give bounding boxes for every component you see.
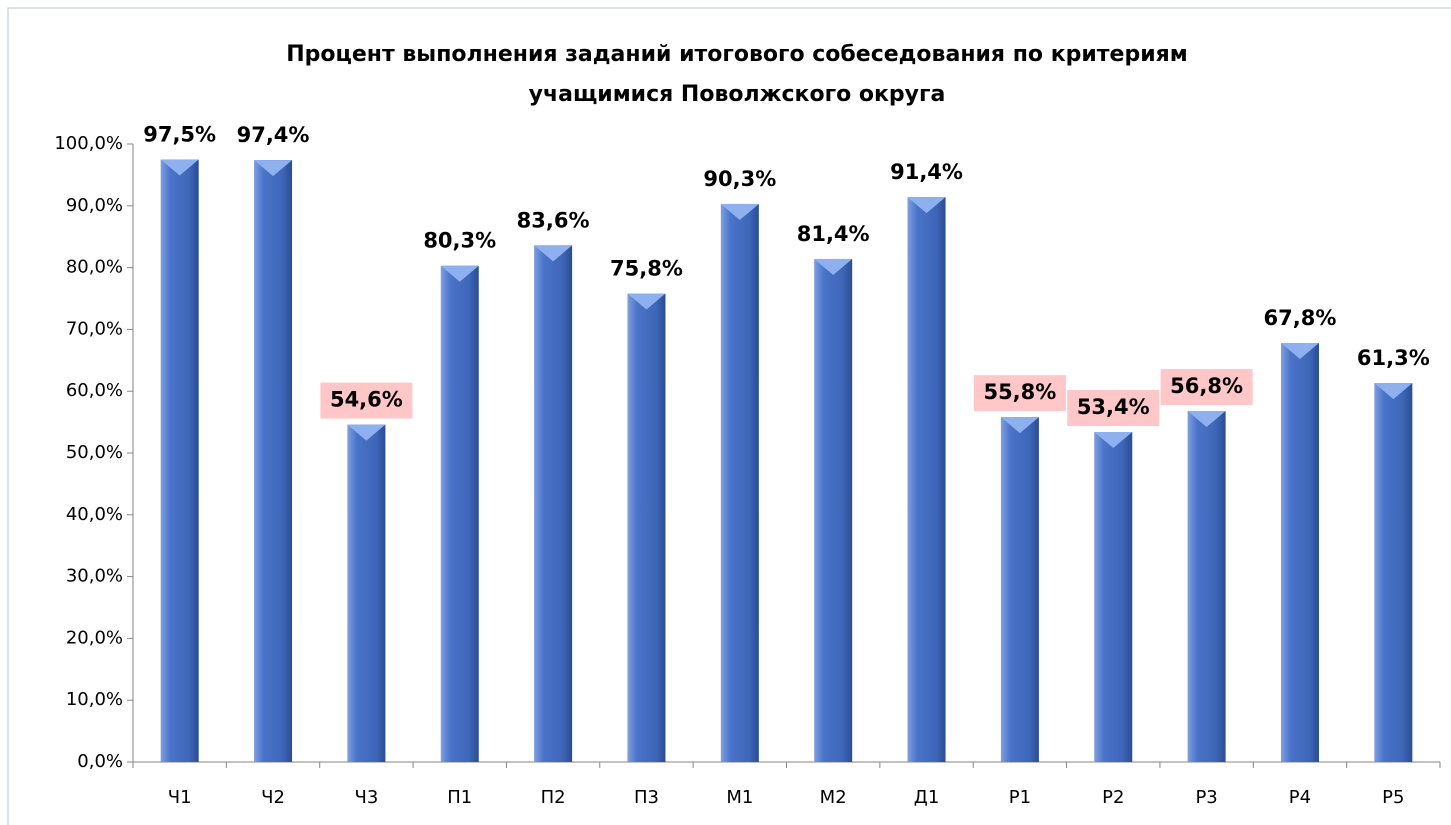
value-label: 91,4% — [890, 160, 963, 184]
x-tick-label: П1 — [447, 787, 472, 808]
x-tick-label: М2 — [820, 787, 847, 808]
label-highlight — [1067, 389, 1160, 426]
x-tick-label: Р2 — [1102, 787, 1124, 808]
bar — [1187, 410, 1226, 762]
x-tick-label: Р3 — [1195, 787, 1217, 808]
bar-cap — [1280, 342, 1319, 359]
value-label: 54,6% — [330, 388, 403, 412]
y-tick-label: 80,0% — [66, 257, 123, 278]
bar-cap — [720, 203, 759, 220]
y-tick-label: 100,0% — [54, 133, 123, 154]
bar — [814, 258, 853, 762]
bar — [720, 203, 759, 763]
value-label: 80,3% — [423, 229, 496, 253]
value-label: 97,4% — [237, 123, 310, 147]
bar — [534, 245, 573, 763]
bar — [347, 424, 386, 762]
y-tick-label: 30,0% — [66, 566, 123, 587]
x-tick-label: Д1 — [914, 787, 940, 808]
value-label: 61,3% — [1357, 346, 1430, 370]
x-tick-label: Ч2 — [261, 787, 285, 808]
x-tick-label: М1 — [726, 787, 753, 808]
y-tick-label: 50,0% — [66, 442, 123, 463]
bar-cap — [254, 160, 293, 177]
bar-cap — [347, 424, 386, 441]
y-tick-label: 60,0% — [66, 380, 123, 401]
value-label: 81,4% — [797, 222, 870, 246]
x-tick-label: Р4 — [1289, 787, 1311, 808]
value-label: 97,5% — [143, 122, 216, 146]
bar-cap — [1374, 383, 1413, 400]
bar — [254, 160, 293, 762]
bar — [160, 159, 199, 762]
y-tick-label: 10,0% — [66, 689, 123, 710]
bar-cap — [627, 293, 666, 310]
chart-title: Процент выполнения заданий итогового соб… — [286, 42, 1187, 67]
chart-title: учащимися Поволжского округа — [529, 82, 946, 107]
bar — [1280, 342, 1319, 762]
x-tick-label: Ч1 — [168, 787, 192, 808]
y-tick-label: 20,0% — [66, 627, 123, 648]
x-tick-label: Р1 — [1009, 787, 1031, 808]
bar — [907, 197, 946, 762]
x-tick-label: Ч3 — [354, 787, 378, 808]
bar-cap — [907, 197, 946, 214]
bar — [440, 265, 479, 762]
y-tick-label: 70,0% — [66, 318, 123, 339]
x-tick-label: П2 — [541, 787, 566, 808]
bar-cap — [440, 265, 479, 282]
bar — [1000, 417, 1039, 762]
value-label: 56,8% — [1170, 374, 1243, 398]
value-label: 55,8% — [983, 380, 1056, 404]
value-label: 75,8% — [610, 257, 683, 281]
bar-cap — [160, 159, 199, 176]
bar-cap — [1187, 410, 1226, 427]
bar-cap — [814, 258, 853, 275]
bar — [1094, 431, 1133, 762]
bar-cap — [1094, 431, 1133, 448]
bar — [1374, 383, 1413, 762]
y-tick-label: 0,0% — [77, 751, 123, 772]
bar — [627, 293, 666, 762]
bar-cap — [534, 245, 573, 262]
value-label: 83,6% — [517, 208, 590, 232]
value-label: 90,3% — [703, 167, 776, 191]
value-label: 67,8% — [1264, 306, 1337, 330]
x-tick-label: П3 — [634, 787, 659, 808]
label-highlight — [1160, 368, 1253, 405]
label-highlight — [320, 382, 413, 419]
bar-cap — [1000, 417, 1039, 434]
x-tick-label: Р5 — [1382, 787, 1404, 808]
value-label: 53,4% — [1077, 395, 1150, 419]
y-tick-label: 90,0% — [66, 195, 123, 216]
y-tick-label: 40,0% — [66, 504, 123, 525]
label-highlight — [973, 375, 1066, 412]
